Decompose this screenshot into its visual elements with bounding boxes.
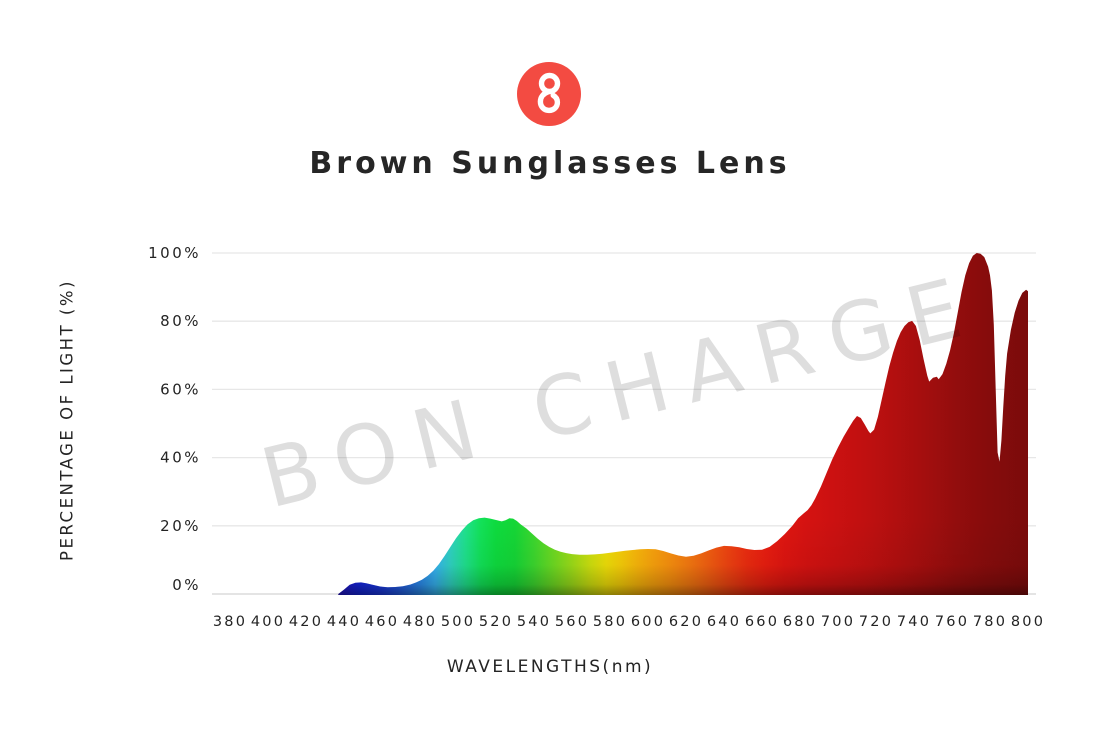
brand-logo [517,62,581,126]
x-tick-label: 780 [973,614,1007,630]
x-tick-label: 500 [441,614,475,630]
x-tick-label: 620 [669,614,703,630]
y-tick-label: 20% [160,517,201,535]
x-tick-label: 800 [1011,614,1045,630]
x-tick-label: 640 [707,614,741,630]
x-tick-label: 600 [631,614,665,630]
y-tick-label: 100% [148,244,201,262]
y-tick-label: 40% [160,449,201,467]
x-tick-label: 720 [859,614,893,630]
x-tick-label: 680 [783,614,817,630]
x-tick-label: 740 [897,614,931,630]
x-tick-label: 380 [213,614,247,630]
x-tick-label: 440 [327,614,361,630]
page-title: Brown Sunglasses Lens [309,146,791,181]
x-tick-label: 460 [365,614,399,630]
x-tick-label: 520 [479,614,513,630]
x-tick-label: 420 [289,614,323,630]
x-tick-label: 580 [593,614,627,630]
spectrum-area-shading [338,253,1028,595]
y-tick-label: 60% [160,380,201,398]
x-tick-label: 660 [745,614,779,630]
x-axis-title: WAVELENGTHS(nm) [446,657,654,677]
x-tick-label: 540 [517,614,551,630]
x-tick-label: 560 [555,614,589,630]
x-tick-label: 400 [251,614,285,630]
x-tick-label: 700 [821,614,855,630]
x-tick-label: 760 [935,614,969,630]
y-axis-title: PERCENTAGE OF LIGHT (%) [57,279,77,561]
y-tick-label: 80% [160,312,201,330]
figure-8-logo-icon [517,62,581,126]
y-tick-label: 0% [172,576,201,594]
x-tick-label: 480 [403,614,437,630]
